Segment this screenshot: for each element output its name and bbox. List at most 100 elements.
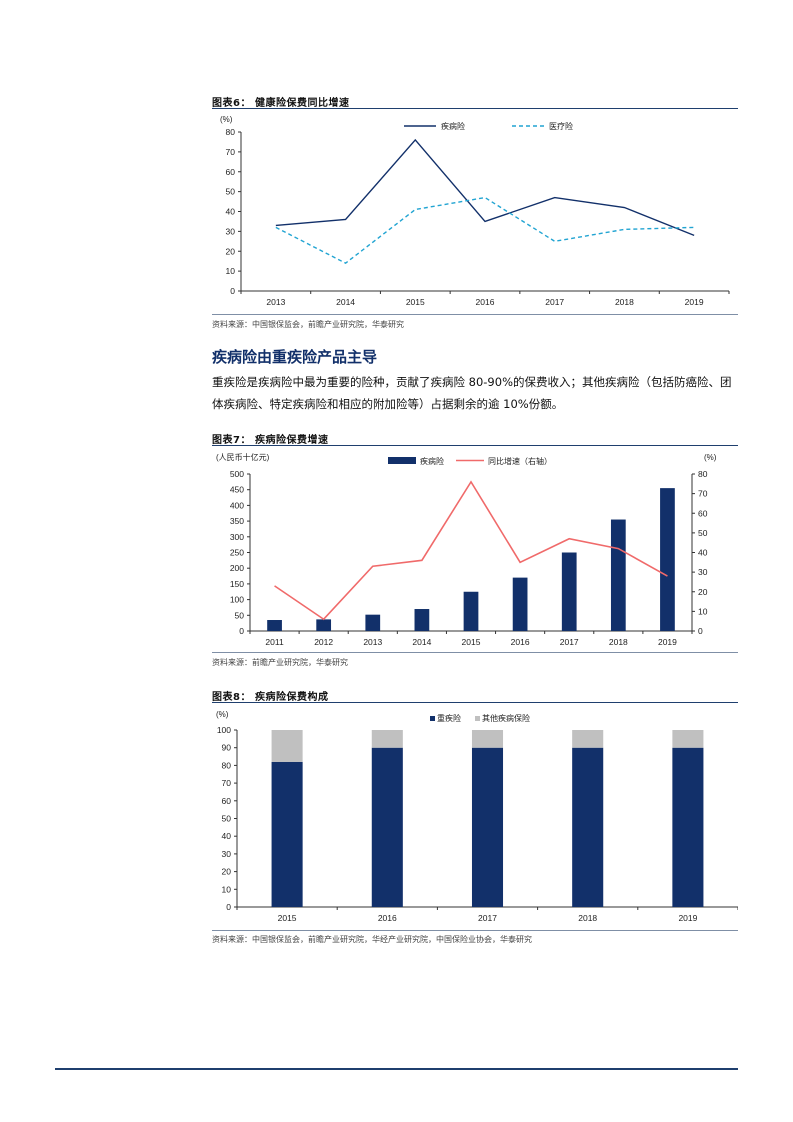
figure-6-top-rule — [212, 108, 738, 109]
x-tick-label: 2011 — [265, 637, 284, 647]
x-tick-label: 2017 — [560, 637, 579, 647]
left-tick-label: 150 — [230, 579, 244, 589]
bar-2013 — [365, 614, 381, 631]
y-axis-unit-label: (%) — [220, 115, 233, 124]
left-tick-label: 50 — [235, 610, 245, 620]
bar-segment-1-2016 — [371, 747, 403, 907]
left-tick-label: 400 — [230, 500, 244, 510]
section-heading: 疾病险由重疾险产品主导 — [212, 348, 378, 366]
x-tick-label: 2015 — [278, 913, 297, 923]
bar-2015 — [463, 591, 479, 631]
x-tick-label: 2015 — [406, 297, 425, 307]
legend-swatch-1 — [430, 716, 435, 721]
series-line-2 — [275, 196, 695, 265]
figure-8-title: 图表8： 疾病险保费构成 — [212, 692, 329, 703]
y-tick-label: 40 — [222, 831, 232, 841]
figure-6-bottom-rule — [212, 314, 738, 315]
series-line-1 — [275, 138, 695, 237]
figure-6-line-chart: (%) 0 10 20 30 40 50 60 70 80 2013 2014 2015 2016 2017… — [220, 115, 730, 307]
x-tick-label: 2018 — [609, 637, 628, 647]
bar-segment-1-2018 — [572, 747, 604, 907]
bar-2018 — [610, 519, 626, 631]
y-tick-label: 20 — [222, 867, 232, 877]
y-tick-label: 90 — [222, 743, 232, 753]
left-tick-label: 0 — [239, 626, 244, 636]
right-tick-label: 40 — [698, 548, 708, 558]
left-tick-label: 100 — [230, 595, 244, 605]
left-tick-label: 450 — [230, 485, 244, 495]
y-tick-label: 60 — [226, 167, 236, 177]
y-tick-label: 10 — [226, 266, 236, 276]
x-tick-label: 2018 — [578, 913, 597, 923]
figure-8-top-rule — [212, 702, 738, 703]
x-tick-label: 2017 — [478, 913, 497, 923]
bar-2011 — [267, 620, 282, 631]
x-tick-label: 2016 — [378, 913, 397, 923]
y-tick-label: 10 — [222, 884, 232, 894]
x-tick-label: 2016 — [476, 297, 495, 307]
y-tick-label: 0 — [226, 902, 231, 912]
x-tick-label: 2019 — [685, 297, 704, 307]
growth-line — [274, 480, 668, 621]
x-tick-label: 2018 — [615, 297, 634, 307]
legend-label-bar: 疾病险 — [420, 456, 444, 466]
right-tick-label: 10 — [698, 606, 708, 616]
y-tick-label: 20 — [226, 246, 236, 256]
y-tick-label: 60 — [222, 796, 232, 806]
y-tick-label: 70 — [226, 147, 236, 157]
right-tick-label: 70 — [698, 489, 708, 499]
figure-7-bar-line-chart: (人民币十亿元) (%)05010015020025030035040045050… — [216, 452, 717, 647]
left-tick-label: 500 — [230, 469, 244, 479]
right-axis-unit-label: (%) — [704, 453, 717, 462]
bar-segment-2-2015 — [271, 730, 303, 762]
right-tick-label: 80 — [698, 469, 708, 479]
right-tick-label: 50 — [698, 528, 708, 538]
right-tick-label: 30 — [698, 567, 708, 577]
y-tick-label: 100 — [217, 725, 231, 735]
x-tick-label: 2019 — [678, 913, 697, 923]
figure-8-source: 资料来源：中国银保监会，前瞻产业研究院，华经产业研究院，中国保险业协会，华泰研究 — [212, 935, 532, 944]
legend-label-2: 医疗险 — [549, 121, 573, 131]
y-tick-label: 50 — [222, 814, 232, 824]
figure-7-title: 图表7： 疾病险保费增速 — [212, 435, 329, 446]
left-axis-unit-label: (人民币十亿元) — [216, 452, 270, 462]
legend-label-1: 重疾险 — [437, 713, 461, 723]
page-bottom-rule — [55, 1068, 738, 1070]
bar-segment-2-2017 — [471, 730, 504, 748]
bar-2017 — [561, 552, 577, 631]
right-tick-label: 20 — [698, 587, 708, 597]
y-axis-unit-label: (%) — [216, 710, 229, 719]
x-tick-label: 2016 — [511, 637, 530, 647]
left-tick-label: 200 — [230, 563, 244, 573]
x-tick-label: 2013 — [363, 637, 382, 647]
bar-segment-1-2017 — [471, 747, 504, 907]
figure-7-source: 资料来源：前瞻产业研究院，华泰研究 — [212, 658, 348, 667]
left-tick-label: 250 — [230, 548, 244, 558]
y-tick-label: 0 — [230, 286, 235, 296]
legend-label-2: 其他疾病保险 — [482, 713, 530, 723]
bar-2016 — [512, 577, 528, 631]
legend-swatch-bar — [388, 457, 416, 464]
figure-7-bottom-rule — [212, 652, 738, 653]
figure-8-stacked-bar-chart: (%) 0 10 20 30 40 50 60 70 80 90 100 2015 2016 2017 201… — [216, 710, 738, 923]
bar-segment-1-2019 — [672, 747, 704, 907]
x-tick-label: 2017 — [545, 297, 564, 307]
x-tick-label: 2014 — [412, 637, 431, 647]
y-tick-label: 70 — [222, 778, 232, 788]
y-tick-label: 80 — [222, 760, 232, 770]
figure-8-bottom-rule — [212, 930, 738, 931]
bar-segment-2-2018 — [572, 730, 604, 748]
bar-2019 — [660, 488, 675, 631]
x-tick-label: 2014 — [336, 297, 355, 307]
x-tick-label: 2015 — [462, 637, 481, 647]
bar-2014 — [414, 609, 430, 631]
x-tick-label: 2019 — [658, 637, 677, 647]
left-tick-label: 350 — [230, 516, 244, 526]
legend-label-1: 疾病险 — [441, 121, 465, 131]
figure-6-title: 图表6： 健康险保费同比增速 — [212, 98, 350, 109]
y-tick-label: 30 — [222, 849, 232, 859]
section-paragraph: 重疾险是疾病险中最为重要的险种，贡献了疾病险 80-90%的保费收入；其他疾病险… — [212, 375, 732, 411]
bar-segment-1-2015 — [271, 761, 303, 907]
y-tick-label: 50 — [226, 187, 236, 197]
y-tick-label: 80 — [226, 127, 236, 137]
